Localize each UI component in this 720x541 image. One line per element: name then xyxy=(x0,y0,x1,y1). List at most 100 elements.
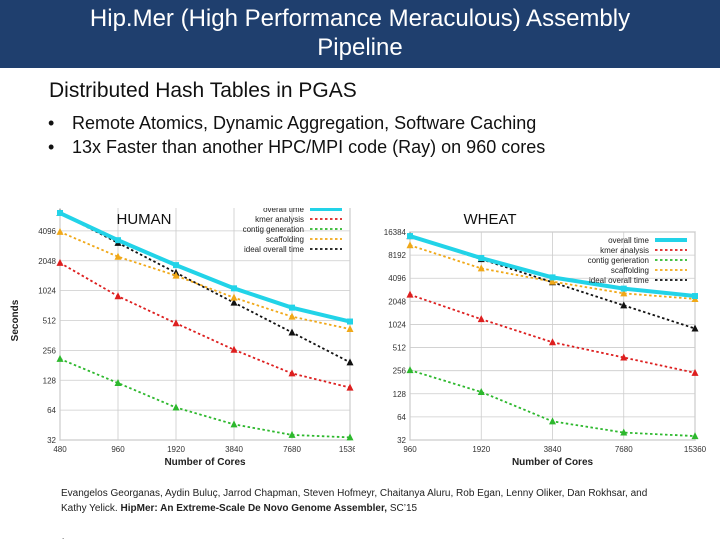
legend-label: contig generation xyxy=(243,225,304,234)
data-point xyxy=(56,227,64,235)
y-tick-label: 1024 xyxy=(38,287,56,296)
data-point xyxy=(407,233,413,240)
citation-title: HipMer: An Extreme-Scale De Novo Genome … xyxy=(120,503,388,514)
data-point xyxy=(346,433,354,441)
y-tick-label: 2048 xyxy=(388,297,406,306)
data-point xyxy=(230,345,238,353)
citation-authors: Evangelos Georganas, Aydin Buluç, Jarrod… xyxy=(61,488,648,514)
y-tick-label: 64 xyxy=(47,406,56,415)
chart-title: HUMAN xyxy=(117,211,172,228)
data-point xyxy=(231,285,237,292)
legend-label: ideal overall time xyxy=(589,276,650,285)
series-line xyxy=(59,358,351,439)
data-point xyxy=(406,366,414,374)
chart-title: WHEAT xyxy=(463,211,516,228)
data-point xyxy=(620,428,628,436)
data-point xyxy=(549,338,556,346)
legend-label: scaffolding xyxy=(611,266,649,275)
x-tick-label: 1920 xyxy=(472,445,490,454)
bullet-item: 13x Faster than another HPC/MPI code (Ra… xyxy=(48,135,545,159)
data-point xyxy=(477,315,485,323)
series-line xyxy=(59,211,351,324)
series-line xyxy=(59,262,351,389)
citation: Evangelos Georganas, Aydin Buluç, Jarrod… xyxy=(61,486,651,516)
data-point xyxy=(288,369,296,377)
y-tick-label: 8192 xyxy=(388,251,406,260)
title-bar: Hip.Mer (High Performance Meraculous) As… xyxy=(0,0,720,68)
data-point xyxy=(620,289,628,297)
series-line xyxy=(59,231,351,330)
data-point xyxy=(549,417,556,425)
y-tick-label: 4096 xyxy=(388,274,406,283)
x-tick-label: 15360 xyxy=(339,445,355,454)
data-point xyxy=(346,358,354,366)
data-point xyxy=(347,318,353,325)
data-point xyxy=(56,258,64,266)
y-tick-label: 128 xyxy=(43,376,57,385)
legend-label: scaffolding xyxy=(266,235,304,244)
legend-label: overall time xyxy=(608,236,649,245)
x-tick-label: 7680 xyxy=(283,445,301,454)
slide-subtitle: Distributed Hash Tables in PGAS xyxy=(49,79,357,102)
footer-dot: . xyxy=(62,532,65,541)
data-point xyxy=(172,271,180,279)
y-tick-label: 64 xyxy=(397,413,406,422)
data-point xyxy=(620,285,627,292)
y-tick-label: 512 xyxy=(43,317,57,326)
x-tick-label: 960 xyxy=(403,445,417,454)
chart-wheat: 32 64 128 256 512 1024 2048 4096 8192 16384 960 192… xyxy=(384,211,707,468)
legend-label: kmer analysis xyxy=(255,215,304,224)
data-point xyxy=(114,379,122,387)
data-point xyxy=(346,383,354,391)
data-point xyxy=(691,324,699,332)
y-tick-label: 32 xyxy=(47,436,56,445)
data-point xyxy=(173,262,179,269)
y-tick-label: 128 xyxy=(393,390,407,399)
y-tick-label: 256 xyxy=(43,346,57,355)
data-point xyxy=(230,298,238,306)
series-line xyxy=(59,212,351,364)
x-tick-label: 1920 xyxy=(167,445,185,454)
x-tick-label: 3840 xyxy=(225,445,243,454)
plot-frame xyxy=(59,208,351,441)
data-point xyxy=(57,210,63,217)
data-point xyxy=(114,252,122,260)
data-point xyxy=(691,432,699,440)
y-tick-label: 256 xyxy=(393,367,407,376)
citation-venue: SC’15 xyxy=(389,503,418,514)
data-point xyxy=(406,241,414,249)
x-tick-label: 960 xyxy=(111,445,125,454)
legend-label: ideal overall time xyxy=(244,245,305,254)
data-point xyxy=(288,312,296,320)
data-point xyxy=(115,237,121,244)
y-axis-label: Seconds xyxy=(10,299,21,341)
data-point xyxy=(477,388,485,396)
y-tick-label: 1024 xyxy=(388,320,406,329)
data-point xyxy=(477,264,485,272)
legend-label: contig generation xyxy=(588,256,649,265)
data-point xyxy=(549,277,556,285)
data-point xyxy=(406,290,414,298)
legend-label: kmer analysis xyxy=(600,246,649,255)
data-point xyxy=(346,325,354,333)
bullet-list: Remote Atomics, Dynamic Aggregation, Sof… xyxy=(48,111,545,159)
data-point xyxy=(289,304,295,311)
slide-title-line1: Hip.Mer (High Performance Meraculous) As… xyxy=(89,5,631,32)
x-tick-label: 3840 xyxy=(544,445,562,454)
y-tick-label: 2048 xyxy=(38,257,56,266)
slide-title-line2: Pipeline xyxy=(317,34,403,61)
data-point xyxy=(230,293,238,301)
data-point xyxy=(620,301,628,309)
legend-label: overall time xyxy=(263,208,304,214)
data-point xyxy=(56,354,64,362)
data-point xyxy=(478,255,485,262)
data-point xyxy=(691,368,699,376)
x-axis-label: Number of Cores xyxy=(164,457,246,468)
data-point xyxy=(620,353,628,361)
y-tick-label: 16384 xyxy=(384,228,407,237)
data-point xyxy=(692,293,698,300)
x-tick-label: 15360 xyxy=(684,445,707,454)
x-tick-label: 7680 xyxy=(615,445,633,454)
x-tick-label: 480 xyxy=(53,445,67,454)
chart-human: 3264128256512102420484096819248096019203… xyxy=(10,208,355,468)
